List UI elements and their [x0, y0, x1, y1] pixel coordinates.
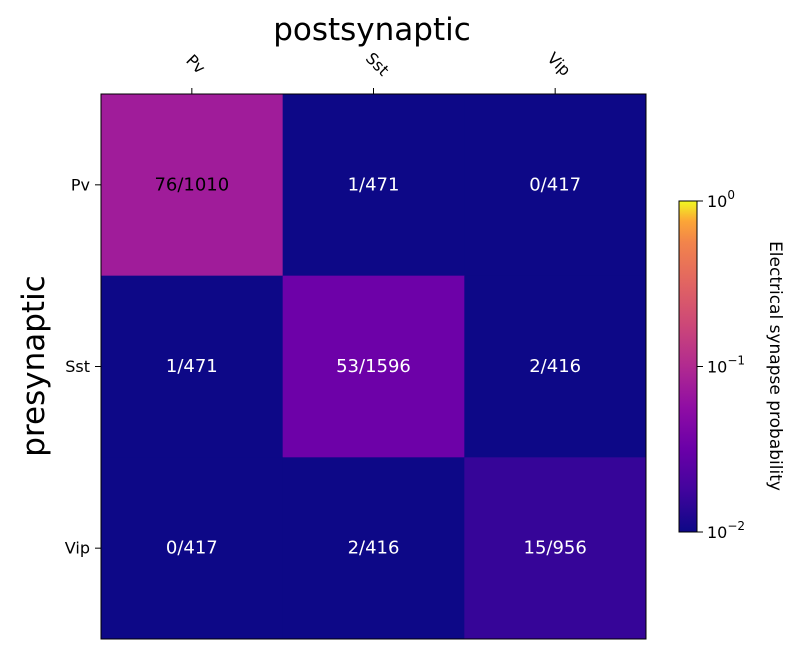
cell-value-label: 15/956 — [524, 538, 587, 559]
heatmap-cells — [101, 94, 647, 640]
heatmap-cell — [101, 275, 284, 458]
cell-value-label: 0/417 — [529, 174, 581, 195]
y-tick-label: Sst — [65, 357, 90, 376]
x-tick-label: Vip — [543, 48, 574, 79]
colorbar-tick-label: 10−1 — [707, 354, 745, 377]
x-tick-label: Sst — [362, 49, 393, 80]
colorbar-tick-label: 10−2 — [707, 519, 745, 542]
heatmap-cell — [464, 457, 647, 640]
cell-value-label: 1/471 — [348, 174, 400, 195]
heatmap-cell — [282, 457, 465, 640]
heatmap-cell — [101, 94, 284, 277]
cell-value-label: 76/1010 — [154, 174, 229, 195]
colorbar-tick-label: 100 — [707, 188, 735, 211]
colorbar — [678, 200, 698, 533]
x-axis-ticks: Pv Sst Vip — [182, 48, 575, 94]
heatmap-cell — [282, 275, 465, 458]
y-tick-label: Pv — [71, 175, 90, 194]
cell-value-label: 2/416 — [348, 538, 400, 559]
y-axis-ticks: Pv Sst Vip — [65, 175, 101, 558]
y-axis-title: presynaptic — [16, 275, 52, 456]
x-axis-title: postsynaptic — [273, 12, 471, 48]
cell-value-label: 53/1596 — [336, 356, 411, 377]
colorbar-title: Electrical synapse probability — [765, 241, 785, 491]
heatmap-cell — [282, 94, 465, 277]
heatmap-cell — [101, 457, 284, 640]
cell-value-label: 0/417 — [166, 538, 218, 559]
cell-value-label: 2/416 — [529, 356, 581, 377]
y-tick-label: Vip — [65, 539, 90, 558]
cell-value-label: 1/471 — [166, 356, 218, 377]
heatmap-cell — [464, 275, 647, 458]
colorbar-ticks: 100 10−1 10−2 — [697, 188, 745, 542]
heatmap-cell — [464, 94, 647, 277]
x-tick-label: Pv — [182, 51, 209, 78]
heatmap-cell-labels: 76/1010 1/471 0/417 1/471 53/1596 2/416 0/417 2… — [154, 174, 586, 558]
